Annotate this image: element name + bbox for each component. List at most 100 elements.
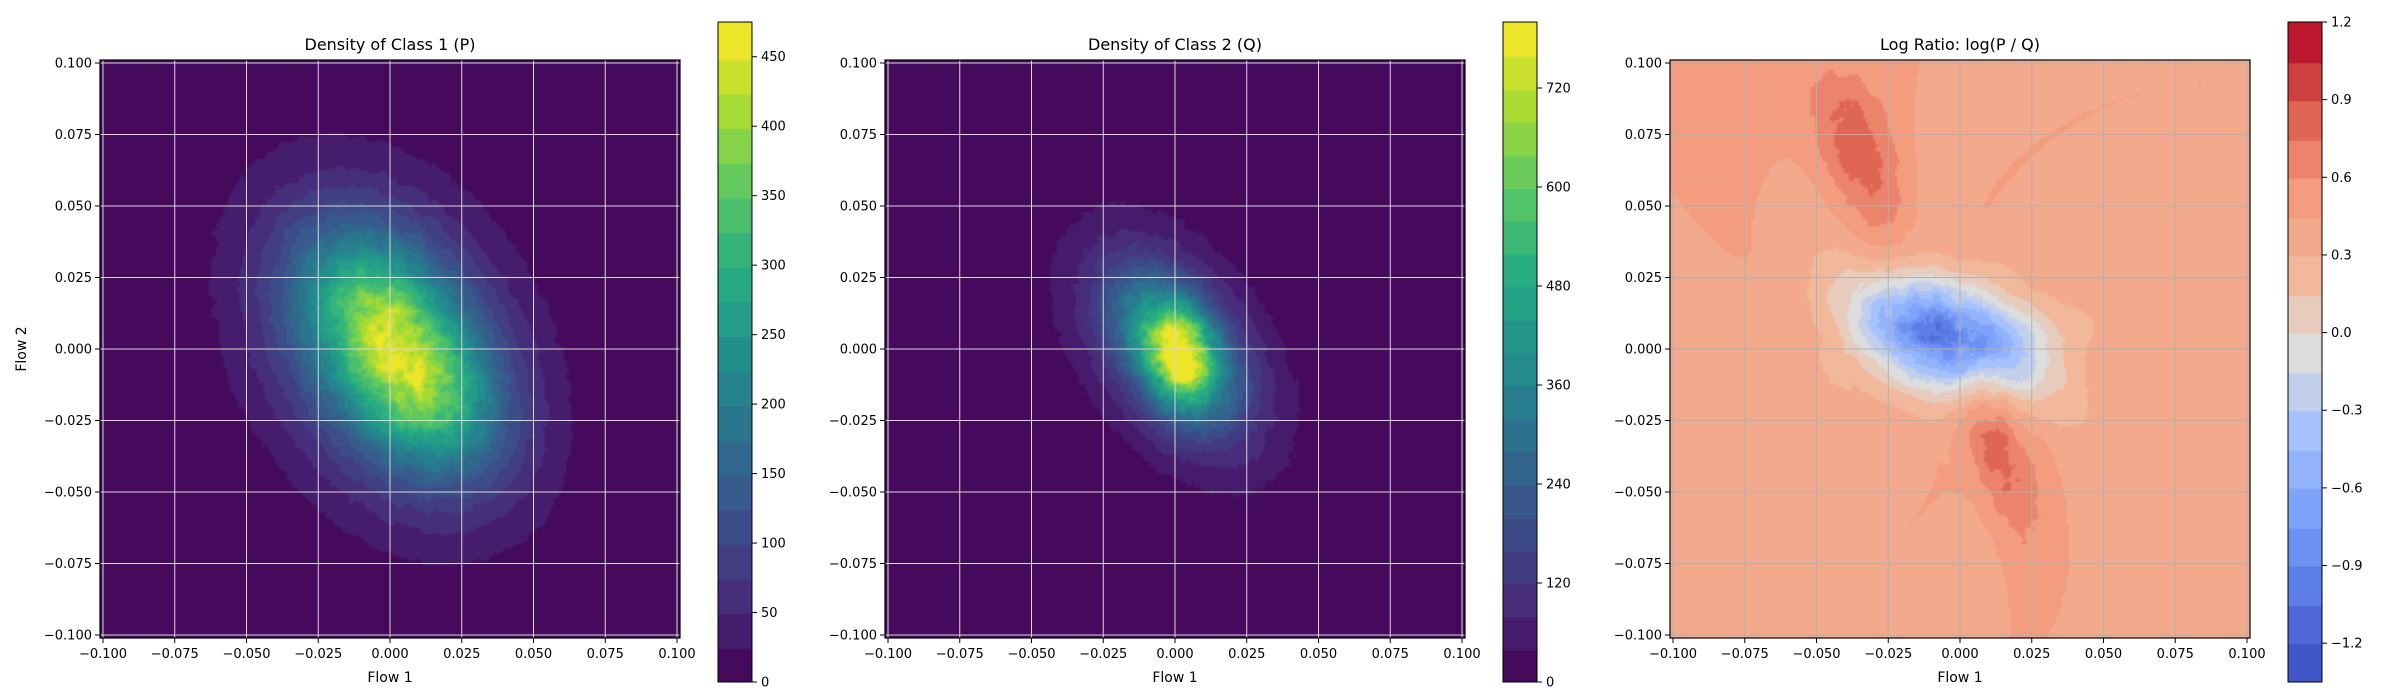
panel-log-ratio: Log Ratio: log(P / Q) −0.100 −0.075 −0.050… [1614,16,2363,687]
y-ticks: −0.100 −0.075 −0.050 −0.025 0.000 0.025 0.050 0… [44,57,100,644]
x-tick-label: −0.025 [1864,647,1912,662]
colorbar-tick-label: 100 [761,537,786,552]
x-tick-label: −0.075 [151,647,199,662]
panel-title: Density of Class 2 (Q) [1088,35,1262,54]
x-tick-label: −0.100 [1649,647,1697,662]
x-tick-label: 0.000 [371,647,408,662]
grid-lines [885,60,1465,638]
colorbar-tick-label: 450 [761,50,786,65]
colorbar-tick-label: −0.9 [2331,559,2363,574]
y-tick-label: 0.050 [55,200,92,215]
x-axis-label: Flow 1 [1937,670,1982,686]
y-tick-label: 0.075 [1625,128,1662,143]
colorbar [1503,22,1537,682]
panel-class1: Density of Class 1 (P) −0.100 −0.075 −0.05… [14,21,786,691]
x-tick-label: −0.075 [1721,647,1769,662]
y-tick-label: 0.075 [840,128,877,143]
y-tick-label: 0.050 [1625,200,1662,215]
colorbar-frame [717,21,753,683]
y-tick-label: 0.000 [840,343,877,358]
y-tick-label: 0.050 [840,200,877,215]
colorbar-tick-label: 0.9 [2331,93,2352,108]
y-tick-label: 0.000 [55,343,92,358]
x-tick-label: 0.025 [443,647,480,662]
colorbar-tick-label: −1.2 [2331,637,2363,652]
y-tick-label: 0.025 [1625,271,1662,286]
colorbar-tick-label: 0.0 [2331,326,2352,341]
y-tick-label: −0.025 [1614,414,1662,429]
colorbar [2288,22,2322,682]
colorbar-tick-label: 50 [761,606,778,621]
x-tick-label: 0.075 [2157,647,2194,662]
x-tick-label: 0.025 [1228,647,1265,662]
colorbar-tick-label: 400 [761,120,786,135]
colorbar-frame [2287,21,2323,683]
x-tick-label: 0.100 [658,647,695,662]
colorbar-frame [1502,21,1538,683]
x-tick-label: 0.050 [2085,647,2122,662]
y-tick-label: 0.100 [55,57,92,72]
grid-lines [100,60,680,638]
x-axis-label: Flow 1 [1152,670,1197,686]
panel-class2: Density of Class 2 (Q) −0.100 −0.075 −0.05… [829,21,1571,691]
x-tick-label: −0.050 [222,647,270,662]
colorbar-tick-label: 480 [1546,280,1571,295]
x-tick-label: −0.025 [294,647,342,662]
colorbar-ticks: 0 120 240 360 480 600 720 [1537,82,1571,691]
colorbar-tick-label: 300 [761,259,786,274]
colorbar-tick-label: 150 [761,467,786,482]
colorbar-tick-label: 0 [761,676,769,691]
colorbar-tick-label: 240 [1546,478,1571,493]
panel-title: Density of Class 1 (P) [305,35,476,54]
y-tick-label: −0.075 [1614,557,1662,572]
y-tick-label: −0.100 [44,629,92,644]
y-tick-label: 0.100 [1625,57,1662,72]
y-tick-label: −0.075 [44,557,92,572]
x-tick-label: 0.075 [587,647,624,662]
x-ticks: −0.100 −0.075 −0.050 −0.025 0.000 0.025 0.050 0… [864,638,1481,662]
y-tick-label: −0.100 [1614,629,1662,644]
colorbar-tick-label: 0.3 [2331,248,2352,263]
y-tick-label: −0.075 [829,557,877,572]
colorbar-tick-label: 0 [1546,676,1554,691]
colorbar-tick-label: 350 [761,189,786,204]
y-tick-label: −0.050 [1614,486,1662,501]
y-tick-label: 0.025 [55,271,92,286]
y-tick-label: −0.025 [44,414,92,429]
y-axis-label: Flow 2 [14,326,30,371]
x-tick-label: −0.050 [1792,647,1840,662]
y-tick-label: −0.050 [44,486,92,501]
x-ticks: −0.100 −0.075 −0.050 −0.025 0.000 0.025 0.050 0… [79,638,696,662]
panel-title: Log Ratio: log(P / Q) [1880,35,2040,54]
x-axis-label: Flow 1 [367,670,412,686]
x-tick-label: −0.100 [79,647,127,662]
y-ticks: −0.100 −0.075 −0.050 −0.025 0.000 0.025 0.050 0… [829,57,885,644]
colorbar-tick-label: 0.6 [2331,171,2352,186]
colorbar-ticks: −1.2 −0.9 −0.6 −0.3 0.0 0.3 0.6 0.9 1.2 [2322,16,2363,652]
x-tick-label: 0.000 [1941,647,1978,662]
y-tick-label: 0.075 [55,128,92,143]
x-tick-label: −0.075 [936,647,984,662]
x-tick-label: 0.050 [1300,647,1337,662]
colorbar-tick-label: 200 [761,398,786,413]
y-tick-label: 0.000 [1625,343,1662,358]
y-tick-label: 0.100 [840,57,877,72]
colorbar-tick-label: −0.6 [2331,481,2363,496]
x-tick-label: 0.075 [1372,647,1409,662]
y-tick-label: −0.100 [829,629,877,644]
y-ticks: −0.100 −0.075 −0.050 −0.025 0.000 0.025 0.050 0… [1614,57,1670,644]
colorbar-tick-label: 250 [761,328,786,343]
colorbar-tick-label: −0.3 [2331,404,2363,419]
x-tick-label: −0.100 [864,647,912,662]
colorbar [718,22,752,682]
x-tick-label: 0.100 [1443,647,1480,662]
colorbar-tick-label: 1.2 [2331,16,2352,31]
y-tick-label: −0.025 [829,414,877,429]
colorbar-tick-label: 360 [1546,379,1571,394]
grid-lines [1670,60,2250,638]
colorbar-tick-label: 120 [1546,577,1571,592]
x-tick-label: 0.025 [2013,647,2050,662]
x-ticks: −0.100 −0.075 −0.050 −0.025 0.000 0.025 0.050 0… [1649,638,2266,662]
colorbar-tick-label: 720 [1546,82,1571,97]
